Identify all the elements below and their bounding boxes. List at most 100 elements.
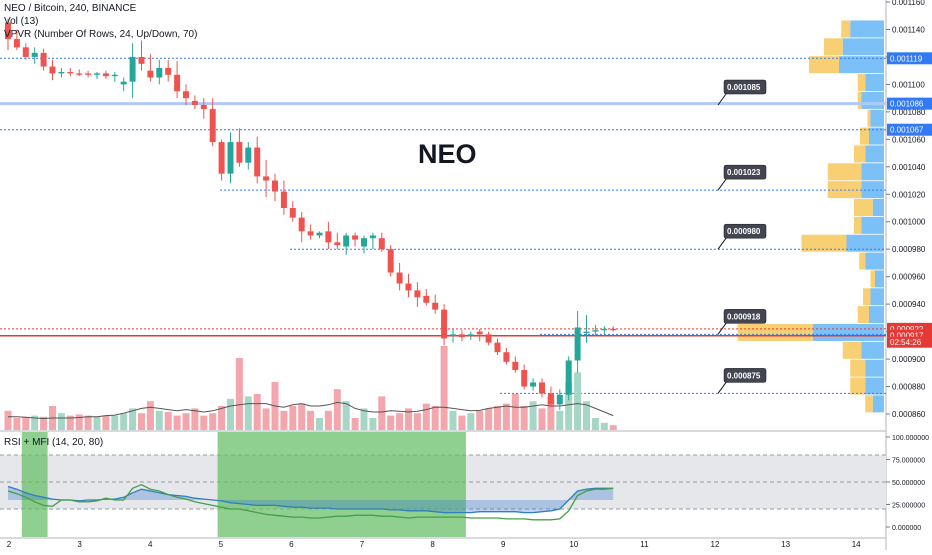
candle-body — [111, 74, 118, 77]
callout-box — [723, 79, 767, 95]
candle-body — [165, 67, 172, 75]
volume-bar — [547, 396, 555, 430]
candle-body — [58, 72, 65, 74]
vpvr-down-bar — [857, 306, 869, 324]
volume-bar — [253, 394, 261, 430]
volume-bar — [538, 408, 546, 430]
vpvr-up-bar — [861, 216, 884, 234]
vpvr-down-bar — [850, 359, 866, 377]
indicator-tick-label: 50.000000 — [892, 480, 925, 487]
volume-bar — [164, 412, 172, 430]
volume-bar — [244, 396, 252, 430]
volume-bar — [431, 406, 439, 430]
candle-body — [414, 290, 421, 298]
candle-body — [485, 334, 492, 343]
volume-bar — [520, 406, 528, 430]
vpvr-down-bar — [867, 109, 871, 127]
vpvr-legend[interactable]: VPVR (Number Of Rows, 24, Up/Down, 70) — [4, 29, 198, 40]
volume-legend[interactable]: Vol (13) — [4, 16, 39, 27]
level-price-label: 0.000917 — [890, 332, 924, 341]
vpvr-down-bar — [854, 216, 862, 234]
candle-body — [592, 330, 599, 332]
candle-body — [450, 334, 456, 336]
candle-body — [387, 249, 394, 273]
vpvr-down-bar — [857, 74, 866, 92]
volume-bar — [262, 408, 270, 430]
candle-body — [547, 393, 554, 405]
callout-pointer — [717, 93, 727, 106]
volume-bar — [227, 398, 234, 430]
countdown-tag — [887, 336, 932, 348]
vpvr-up-bar — [846, 234, 884, 252]
vpvr-down-bar — [801, 234, 847, 252]
callout-label: 0.000918 — [727, 312, 761, 321]
volume-bar — [129, 408, 137, 430]
callout-label: 0.000875 — [727, 371, 761, 380]
price-tick-label: 0.000940 — [892, 300, 926, 309]
candle-body — [423, 295, 430, 303]
volume-bar — [31, 415, 39, 430]
price-tick-label: 0.000960 — [892, 273, 926, 282]
time-tick-label: 13 — [781, 540, 790, 549]
candle-body — [467, 334, 474, 336]
candle-body — [476, 331, 483, 335]
volume-ma-line — [8, 401, 614, 419]
candle-body — [156, 67, 163, 78]
volume-bar — [467, 413, 475, 430]
time-tick-label: 10 — [569, 540, 578, 549]
candle-body — [378, 238, 385, 250]
volume-bar — [600, 422, 608, 430]
countdown-label: 02:54:26 — [890, 338, 922, 347]
mfi-highlight-zone — [21, 432, 48, 537]
vpvr-up-bar — [812, 323, 884, 341]
volume-bar — [200, 415, 208, 430]
candle-body — [183, 91, 189, 99]
time-tick-label: 11 — [640, 540, 649, 549]
level-price-label: 0.000922 — [890, 325, 924, 334]
callout-pointer — [717, 237, 727, 250]
volume-bar — [102, 415, 110, 430]
indicator-tick-label: 0.000000 — [892, 525, 921, 532]
volume-bar — [289, 406, 297, 430]
volume-bar — [485, 408, 493, 430]
candle-body — [574, 327, 581, 361]
candle-body — [565, 360, 572, 395]
volume-bar — [146, 401, 154, 430]
indicator-legend[interactable]: RSI + MFI (14, 20, 80) — [4, 437, 104, 448]
price-tick-label: 0.001160 — [892, 0, 925, 7]
volume-bar — [396, 413, 404, 430]
callout-pointer — [717, 323, 727, 335]
volume-bar — [40, 416, 48, 430]
volume-bar — [120, 413, 128, 430]
vpvr-up-bar — [869, 306, 884, 324]
vpvr-up-bar — [839, 56, 884, 74]
candle-body — [102, 73, 109, 77]
volume-bar — [556, 410, 564, 430]
candle-body — [352, 235, 359, 240]
volume-bar — [13, 418, 21, 430]
vpvr-up-bar — [875, 270, 884, 288]
vpvr-down-bar — [860, 127, 869, 145]
candle-body — [138, 56, 145, 64]
volume-bar — [4, 410, 12, 430]
time-tick-label: 8 — [430, 540, 435, 549]
candle-body — [361, 238, 367, 247]
volume-bar — [440, 346, 448, 430]
candle-body — [22, 47, 29, 57]
indicator-tick-label: 100.000000 — [892, 435, 929, 442]
callout-pointer — [717, 178, 727, 191]
vpvr-up-bar — [865, 377, 884, 395]
vpvr-up-bar — [861, 341, 884, 359]
vpvr-up-bar — [870, 288, 884, 306]
volume-bar — [609, 425, 617, 430]
candle-body — [610, 328, 617, 331]
time-tick-label: 5 — [219, 540, 224, 549]
volume-bar — [511, 394, 519, 430]
volume-bar — [138, 413, 145, 430]
vpvr-down-bar — [737, 323, 813, 341]
candle-body — [94, 73, 100, 75]
volume-bar — [502, 403, 510, 430]
volume-bar — [583, 401, 590, 430]
symbol-title[interactable]: NEO / Bitcoin, 240, BINANCE — [4, 3, 137, 14]
